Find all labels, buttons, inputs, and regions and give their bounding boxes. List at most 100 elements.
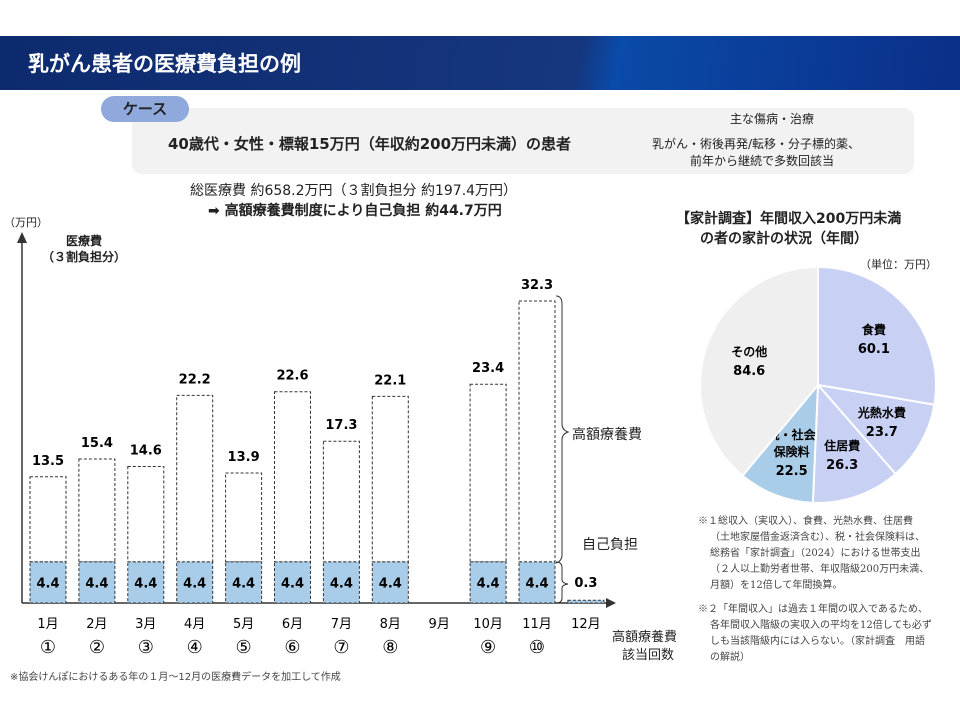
self-pay-label: 4.4 — [281, 576, 304, 591]
self-pay-label: 4.4 — [477, 576, 500, 591]
kogaku-bar — [274, 391, 311, 563]
self-pay-bar — [567, 599, 605, 604]
month-label: 7月 — [331, 617, 352, 632]
total-label: 14.6 — [130, 443, 162, 458]
count-circle: ② — [89, 637, 105, 658]
self-pay-label: 4.4 — [232, 576, 255, 591]
self-pay-bar — [371, 561, 409, 604]
self-pay-bar — [127, 561, 165, 604]
count-circle: ④ — [187, 637, 203, 658]
count-label-1: 高額療養費 — [612, 630, 678, 645]
pie-slice — [815, 383, 936, 476]
count-label-2: 該当回数 — [622, 648, 675, 663]
pie-unit: （単位：万円） — [860, 258, 937, 271]
total-label: 23.4 — [472, 361, 504, 376]
kogaku-brace — [555, 295, 570, 564]
kogaku-bar — [371, 395, 409, 563]
self-pay-bar — [29, 561, 67, 604]
month-label: 10月 — [473, 617, 503, 632]
y-label-2: （３割負担分） — [42, 250, 127, 264]
total-label: 15.4 — [81, 436, 113, 451]
kogaku-legend: 高額療養費 — [572, 427, 642, 443]
pie-slice — [811, 382, 897, 504]
note-line: 総務省「家計調査」（2024）における世帯支出 — [710, 548, 921, 559]
self-pay-bar — [518, 561, 556, 604]
count-circle: ⑩ — [529, 637, 545, 658]
month-label: 5月 — [233, 617, 254, 632]
kogaku-bar — [322, 440, 360, 563]
diagnosis-line2: 前年から継続で多数回該当 — [690, 154, 835, 168]
slice-value: 84.6 — [733, 364, 765, 379]
total-label: 13.9 — [228, 450, 260, 465]
patient-profile: 40歳代・女性・標報15万円（年収約200万円未満）の患者 — [168, 135, 572, 153]
y-axis-arrow — [17, 232, 27, 243]
slice-label: 食費 — [861, 322, 886, 337]
slice-label: その他 — [731, 344, 767, 359]
slice-label: 住居費 — [824, 438, 860, 453]
note-line: 月額）を12倍して年間換算。 — [710, 580, 843, 591]
title-banner: 乳がん患者の医療費負担の例 — [0, 36, 960, 90]
self-pay-label: 4.4 — [134, 576, 157, 591]
self-pay-bar — [225, 561, 263, 604]
self-pay-bar — [176, 561, 214, 604]
diagnosis-label: 主な傷病・治療 — [730, 112, 815, 126]
self-pay-bar — [78, 561, 116, 604]
note-line: （２人以上勤労者世帯、年収階級200万円未満、 — [710, 564, 930, 575]
note-line: ※２「年間収入」は過去１年間の収入であるため、 — [698, 604, 928, 615]
month-label: 3月 — [135, 617, 156, 632]
self-pay-label: 4.4 — [85, 576, 108, 591]
self-pay-label: 4.4 — [183, 576, 206, 591]
count-circle: ⑦ — [333, 637, 349, 658]
slice-label: 光熱水費 — [857, 405, 906, 420]
kogaku-bar — [127, 465, 165, 563]
count-circle: ① — [40, 637, 56, 658]
self-pay-summary: ➡ 高額療養費制度により自己負担 約44.7万円 — [208, 203, 502, 219]
total-label: 22.2 — [179, 372, 211, 387]
count-circle: ⑥ — [284, 637, 300, 658]
note-line: 各年間収入階級の実収入の平均を12倍しても必ず — [710, 620, 932, 631]
slice-value: 23.7 — [866, 425, 898, 440]
kogaku-bar — [469, 383, 507, 563]
total-label: 22.6 — [276, 369, 308, 384]
y-label-1: 医療費 — [66, 234, 103, 248]
note-line: （土地家屋借金返済含む）、税・社会保険料は、 — [710, 532, 925, 543]
total-label: 17.3 — [325, 418, 357, 433]
month-label: 12月 — [571, 617, 601, 632]
kogaku-bar — [518, 300, 556, 563]
self-pay-label: 4.4 — [330, 576, 353, 591]
count-circle: ⑤ — [236, 637, 252, 658]
total-cost: 総医療費 約658.2万円（３割負担分 約197.4万円） — [190, 183, 518, 199]
month-label: 2月 — [86, 617, 107, 632]
total-label: 32.3 — [521, 278, 553, 293]
kogaku-bar — [225, 472, 263, 563]
self-pay-label: 4.4 — [36, 576, 59, 591]
case-tag: ケース — [101, 96, 189, 122]
note-line: ※１総収入（実収入）、食費、光熱水費、住居費 — [698, 516, 913, 527]
count-circle: ⑧ — [382, 637, 398, 658]
total-label: 13.5 — [32, 454, 64, 469]
x-axis-arrow — [606, 598, 616, 608]
month-label: 8月 — [380, 617, 401, 632]
self-pay-bar — [322, 561, 360, 604]
footnote: ※協会けんぽにおけるある年の１月～12月の医療費データを加工して作成 — [10, 672, 341, 683]
slice-value: 26.3 — [826, 458, 858, 473]
slice-label: 保険料 — [773, 444, 810, 459]
pie-slice — [699, 265, 819, 478]
note-1: ※１総収入（実収入）、食費、光熱水費、住居費 （土地家屋借金返済含む）、税・社会… — [698, 514, 929, 594]
diagnosis-line1: 乳がん・術後再発/転移・分子標的薬、 — [652, 137, 861, 151]
kogaku-bar — [78, 458, 116, 563]
self-pay-bar — [274, 561, 311, 604]
count-circle: ⑨ — [480, 637, 496, 658]
pie-title-2: の者の家計の状況（年間） — [700, 231, 868, 247]
month-label: 4月 — [184, 617, 205, 632]
month-label: 1月 — [37, 617, 58, 632]
slice-value: 22.5 — [776, 464, 808, 479]
pie-slice — [817, 265, 937, 406]
self-pay-brace — [555, 561, 569, 604]
month-label: 9月 — [429, 617, 450, 632]
total-label: 22.1 — [374, 373, 406, 388]
self-pay-label: 4.4 — [379, 576, 402, 591]
page-title: 乳がん患者の医療費負担の例 — [28, 52, 301, 76]
slice-value: 60.1 — [858, 342, 890, 357]
